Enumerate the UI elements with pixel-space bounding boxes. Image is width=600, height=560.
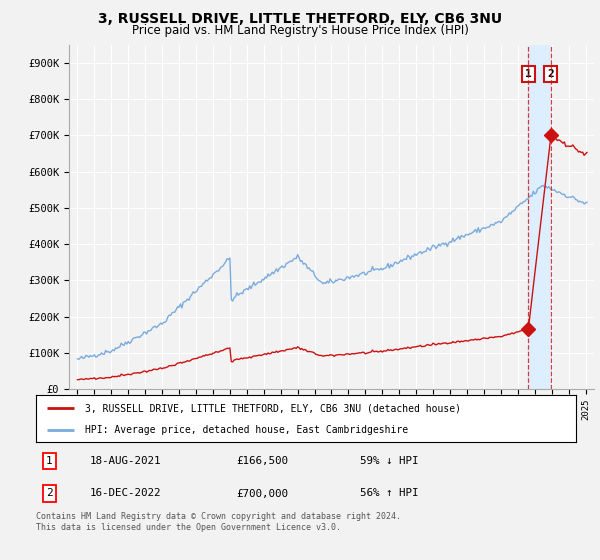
Text: Contains HM Land Registry data © Crown copyright and database right 2024.
This d: Contains HM Land Registry data © Crown c… (36, 512, 401, 532)
Text: 1: 1 (46, 456, 53, 466)
Text: 3, RUSSELL DRIVE, LITTLE THETFORD, ELY, CB6 3NU (detached house): 3, RUSSELL DRIVE, LITTLE THETFORD, ELY, … (85, 403, 461, 413)
Bar (529, 45, 551, 389)
Text: 16-DEC-2022: 16-DEC-2022 (90, 488, 161, 498)
Text: £166,500: £166,500 (236, 456, 288, 466)
Text: 3, RUSSELL DRIVE, LITTLE THETFORD, ELY, CB6 3NU: 3, RUSSELL DRIVE, LITTLE THETFORD, ELY, … (98, 12, 502, 26)
Text: £700,000: £700,000 (236, 488, 288, 498)
Text: 2: 2 (548, 69, 554, 79)
Text: 56% ↑ HPI: 56% ↑ HPI (360, 488, 419, 498)
Text: 59% ↓ HPI: 59% ↓ HPI (360, 456, 419, 466)
Text: 18-AUG-2021: 18-AUG-2021 (90, 456, 161, 466)
Text: HPI: Average price, detached house, East Cambridgeshire: HPI: Average price, detached house, East… (85, 424, 408, 435)
Text: 1: 1 (525, 69, 532, 79)
Text: Price paid vs. HM Land Registry's House Price Index (HPI): Price paid vs. HM Land Registry's House … (131, 24, 469, 36)
Text: 2: 2 (46, 488, 53, 498)
